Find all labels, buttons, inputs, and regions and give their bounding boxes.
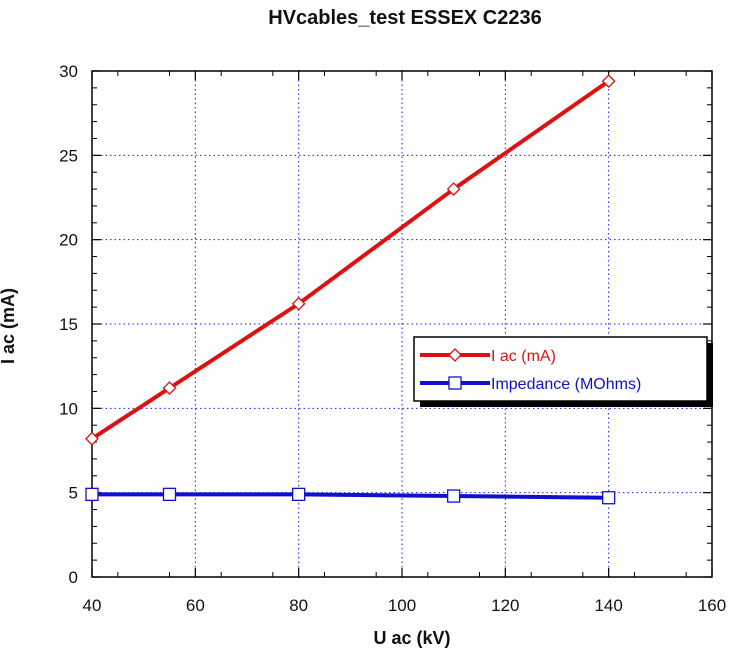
legend-swatch-marker (448, 376, 462, 390)
y-tick-label: 25 (59, 146, 78, 165)
y-tick-label: 10 (59, 399, 78, 418)
legend-label: I ac (mA) (491, 348, 556, 365)
x-tick-label: 140 (594, 596, 622, 615)
data-point-marker (291, 296, 306, 311)
data-point-marker (85, 487, 99, 502)
grid-lines (92, 71, 712, 577)
x-axis-label: U ac (kV) (373, 628, 450, 648)
x-tick-label: 80 (289, 596, 308, 615)
data-point-marker (446, 182, 461, 196)
y-tick-label: 0 (69, 568, 78, 587)
x-tick-labels: 40 60 80 100 120 140 160 (83, 596, 727, 615)
legend-swatch-marker (448, 348, 462, 362)
y-axis-label: I ac (mA) (0, 288, 18, 364)
data-point-marker (292, 487, 306, 502)
data-point-marker (602, 491, 616, 505)
x-tick-label: 60 (186, 596, 205, 615)
chart-title: HVcables_test ESSEX C2236 (268, 7, 542, 29)
legend: I ac (mA) Impedance (MOhms) (413, 336, 713, 407)
x-tick-label: 120 (491, 596, 519, 615)
data-point-marker (601, 74, 616, 89)
legend-label: Impedance (MOhms) (491, 376, 641, 393)
legend-box (413, 336, 708, 402)
x-tick-label: 160 (698, 596, 726, 615)
data-point-marker (85, 431, 99, 446)
plot-area-frame (91, 70, 713, 578)
x-tick-label: 40 (83, 596, 102, 615)
data-point-marker (162, 381, 177, 396)
y-tick-label: 30 (59, 62, 78, 81)
y-tick-label: 20 (59, 231, 78, 250)
series-lines (85, 74, 616, 505)
y-tick-label: 5 (69, 484, 78, 503)
data-point-marker (447, 489, 461, 503)
x-tick-label: 100 (388, 596, 416, 615)
y-tick-label: 15 (59, 315, 78, 334)
legend-entries: I ac (mA) Impedance (MOhms) (420, 348, 641, 393)
y-tick-labels: 0 5 10 15 20 25 30 (59, 62, 78, 587)
data-point-marker (162, 487, 177, 502)
